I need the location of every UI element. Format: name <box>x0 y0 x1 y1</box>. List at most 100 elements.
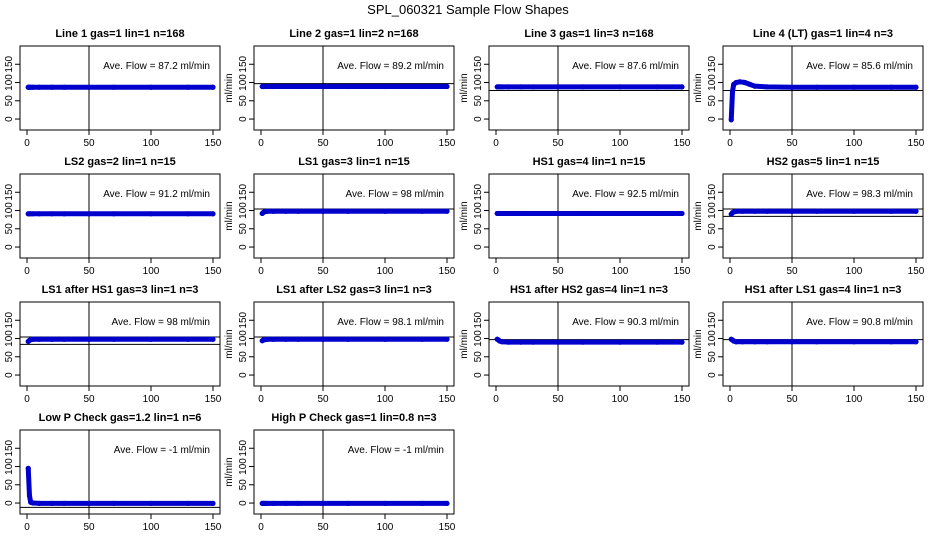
y-tick-label: 150 <box>238 311 249 328</box>
panel-5: LS2 gas=2 lin=1 n=15050100150050100150ml… <box>0 156 222 277</box>
panel-10: LS1 after LS2 gas=3 lin=1 n=3 0 50 100 150 0 5… <box>224 284 456 405</box>
y-axis-label: ml/min <box>459 73 470 102</box>
y-tick-label: 50 <box>473 95 484 107</box>
y-tick-label: 100 <box>238 202 249 219</box>
x-tick-label: 50 <box>552 266 564 277</box>
data-point-band <box>25 465 216 506</box>
average-flow-annotation: Ave. Flow = -1 ml/min <box>114 445 210 456</box>
y-tick-label: 50 <box>238 223 249 235</box>
y-tick-label: 150 <box>4 183 15 200</box>
y-axis-label: ml/min <box>224 73 235 102</box>
x-tick-label: 150 <box>908 394 925 405</box>
x-tick-label: 150 <box>439 522 456 533</box>
panel-7: HS1 gas=4 lin=1 n=150 50 100 150050100150ml… <box>459 156 691 277</box>
x-tick-label: 50 <box>83 522 95 533</box>
x-tick-label: 100 <box>143 138 160 149</box>
average-flow-annotation: Ave. Flow = 98.3 ml/min <box>806 189 913 200</box>
panel-13: Low P Check gas=1.2 lin=1 n=6 0 50 100 150 0 5… <box>0 412 222 533</box>
y-tick-label: 100 <box>238 330 249 347</box>
average-flow-annotation: Ave. Flow = 87.2 ml/min <box>103 61 210 72</box>
y-axis-label: ml/min <box>693 329 704 358</box>
x-tick-label: 150 <box>439 394 456 405</box>
y-tick-label: 0 <box>4 116 15 122</box>
y-tick-label: 100 <box>238 458 249 475</box>
x-tick-label: 0 <box>258 394 264 405</box>
y-tick-label: 0 <box>473 372 484 378</box>
plot-frame <box>488 45 690 131</box>
plot-frame <box>19 429 221 515</box>
x-tick-label: 50 <box>83 266 95 277</box>
y-tick-label: 0 <box>238 372 249 378</box>
panel-title: LS1 gas=3 lin=1 n=15 <box>298 156 410 168</box>
panel-title: Low P Check gas=1.2 lin=1 n=6 <box>39 412 202 424</box>
x-tick-label: 100 <box>143 522 160 533</box>
y-tick-label: 0 <box>238 116 249 122</box>
y-tick-label: 0 <box>4 244 15 250</box>
y-tick-label: 0 <box>707 244 718 250</box>
x-tick-label: 150 <box>908 266 925 277</box>
y-tick-label: 50 <box>707 95 718 107</box>
y-tick-label: 150 <box>238 183 249 200</box>
x-tick-label: 0 <box>24 266 30 277</box>
average-flow-annotation: Ave. Flow = 98.1 ml/min <box>337 317 444 328</box>
y-tick-label: 150 <box>238 439 249 456</box>
average-flow-annotation: Ave. Flow = 90.3 ml/min <box>572 317 679 328</box>
panel-title: Line 4 (LT) gas=1 lin=4 n=3 <box>753 28 893 40</box>
plot-frame <box>253 429 455 515</box>
y-tick-label: 150 <box>473 55 484 72</box>
plot-frame <box>253 173 455 259</box>
y-tick-label: 0 <box>473 116 484 122</box>
y-tick-label: 150 <box>473 311 484 328</box>
y-axis-label: ml/min <box>0 201 1 230</box>
y-tick-label: 0 <box>707 116 718 122</box>
x-tick-label: 150 <box>205 394 222 405</box>
panel-8: HS2 gas=5 lin=1 n=150 50 100 150050100150ml… <box>693 156 925 277</box>
y-tick-label: 100 <box>473 330 484 347</box>
panel-title: HS2 gas=5 lin=1 n=15 <box>767 156 880 168</box>
y-axis-label: ml/min <box>224 457 235 486</box>
panel-title: Line 1 gas=1 lin=1 n=168 <box>55 28 184 40</box>
data-point-band <box>728 79 919 123</box>
x-tick-label: 0 <box>727 138 733 149</box>
y-tick-label: 50 <box>238 95 249 107</box>
plot-frame <box>19 45 221 131</box>
average-flow-annotation: Ave. Flow = 89.2 ml/min <box>337 61 444 72</box>
x-tick-label: 100 <box>377 394 394 405</box>
y-axis-label: ml/min <box>459 201 470 230</box>
y-tick-label: 100 <box>473 74 484 91</box>
y-tick-label: 50 <box>473 223 484 235</box>
data-point-band <box>728 336 919 345</box>
plot-frame <box>19 173 221 259</box>
y-tick-label: 50 <box>4 479 15 491</box>
panel-6: LS1 gas=3 lin=1 n=150 50 100 150050100150ml… <box>224 156 456 277</box>
y-axis-label: ml/min <box>0 457 1 486</box>
data-point-band <box>259 208 450 216</box>
x-tick-label: 0 <box>258 522 264 533</box>
y-tick-label: 150 <box>4 311 15 328</box>
x-tick-label: 50 <box>317 522 329 533</box>
x-tick-label: 0 <box>727 394 733 405</box>
figure-title: SPL_060321 Sample Flow Shapes <box>367 2 569 17</box>
panel-1: Line 1 gas=1 lin=1 n=168 0 50 100 150 0 50 100 1… <box>0 28 222 149</box>
y-axis-label: ml/min <box>224 329 235 358</box>
x-tick-label: 50 <box>786 138 798 149</box>
x-tick-label: 100 <box>846 266 863 277</box>
y-tick-label: 100 <box>707 202 718 219</box>
y-tick-label: 100 <box>238 74 249 91</box>
y-tick-label: 150 <box>4 439 15 456</box>
panel-title: HS1 gas=4 lin=1 n=15 <box>533 156 646 168</box>
x-tick-label: 100 <box>846 138 863 149</box>
y-tick-label: 50 <box>707 351 718 363</box>
x-tick-label: 50 <box>317 394 329 405</box>
x-tick-label: 100 <box>846 394 863 405</box>
y-tick-label: 50 <box>4 223 15 235</box>
y-tick-label: 100 <box>707 74 718 91</box>
panel-4: Line 4 (LT) gas=1 lin=4 n=3 0 50 100 150 0 50 1… <box>693 28 925 149</box>
x-tick-label: 0 <box>493 138 499 149</box>
y-tick-label: 150 <box>238 55 249 72</box>
x-tick-label: 0 <box>258 266 264 277</box>
y-tick-label: 150 <box>4 55 15 72</box>
x-tick-label: 50 <box>83 138 95 149</box>
x-tick-label: 50 <box>552 138 564 149</box>
